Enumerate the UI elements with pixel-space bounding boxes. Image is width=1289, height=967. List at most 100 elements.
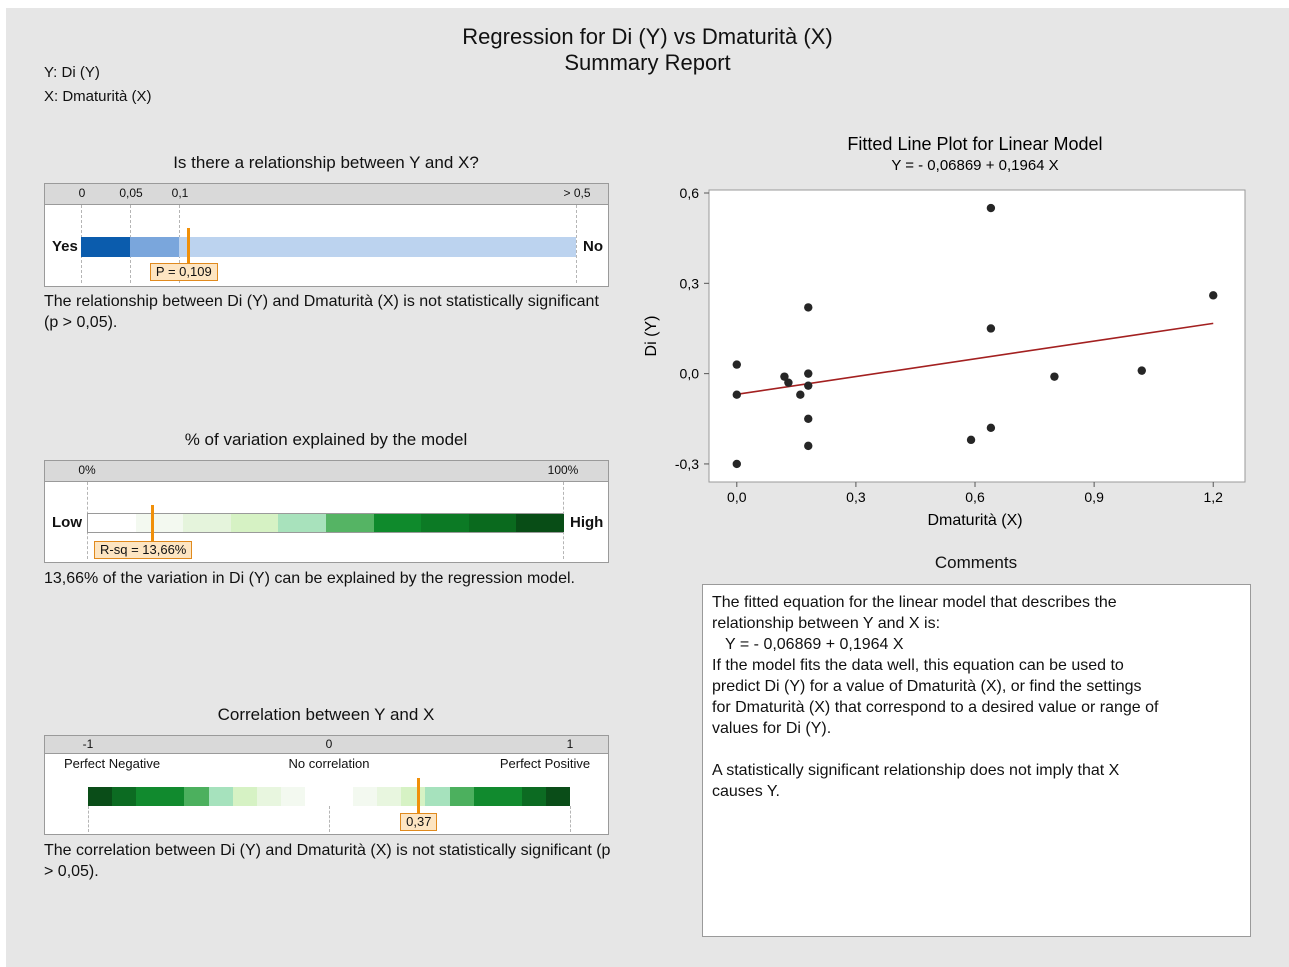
p-yes-label: Yes xyxy=(52,238,78,255)
data-point xyxy=(804,369,813,378)
data-point xyxy=(804,381,813,390)
correlation-color-segment xyxy=(136,787,161,806)
correlation-color-segment xyxy=(497,787,523,806)
correlation-gradient-bar xyxy=(88,787,571,806)
correlation-color-segment xyxy=(184,787,209,806)
variation-title: % of variation explained by the model xyxy=(184,430,468,449)
x-tick-label: 0,3 xyxy=(846,489,866,505)
comment-line: relationship between Y and X is: xyxy=(712,615,941,632)
rsq-color-segment xyxy=(516,514,565,532)
correlation-color-segment xyxy=(329,787,354,806)
corr-gridline xyxy=(570,806,571,832)
corr-tick-neg1: -1 xyxy=(82,737,94,751)
correlation-callout: 0,37 xyxy=(400,813,438,831)
correlation-color-segment xyxy=(160,787,185,806)
correlation-color-segment xyxy=(449,787,475,806)
y-tick-label: 0,6 xyxy=(680,185,700,201)
data-point xyxy=(732,390,741,399)
relationship-text: The relationship between Di (Y) and Dmat… xyxy=(44,293,599,331)
relationship-title: Is there a relationship between Y and X? xyxy=(173,153,479,172)
rsq-tick-0: 0% xyxy=(78,463,96,477)
variation-text: 13,66% of the variation in Di (Y) can be… xyxy=(44,570,575,587)
comment-line: The fitted equation for the linear model… xyxy=(712,594,1117,611)
x-tick-label: 0,6 xyxy=(965,489,985,505)
correlation-color-segment xyxy=(256,787,282,806)
rsq-color-segment xyxy=(373,514,422,532)
x-variable-label: X: Dmaturità (X) xyxy=(44,88,152,105)
rsq-color-segment xyxy=(468,514,517,532)
plot-y-label: Di (Y) xyxy=(643,316,660,357)
rsq-color-segment xyxy=(230,514,279,532)
correlation-text: The correlation between Di (Y) and Dmatu… xyxy=(44,842,611,880)
comment-line: If the model fits the data well, this eq… xyxy=(712,657,1124,674)
comment-line xyxy=(712,739,1247,760)
p-value-scale-band xyxy=(45,184,608,205)
data-point xyxy=(732,360,741,369)
correlation-panel: -1 0 1 Perfect Negative No correlation P… xyxy=(44,735,609,835)
correlation-title: Correlation between Y and X xyxy=(217,705,435,724)
report-page: Regression for Di (Y) vs Dmaturità (X) S… xyxy=(6,8,1289,967)
rsq-callout: R-sq = 13,66% xyxy=(94,541,193,559)
p-value-panel: 0 0,05 0,1 > 0,5 Yes No P = 0,109 xyxy=(44,183,609,287)
comments-box: The fitted equation for the linear model… xyxy=(702,584,1251,937)
data-point xyxy=(986,203,996,213)
p-value-callout: P = 0,109 xyxy=(149,263,218,281)
correlation-color-segment xyxy=(401,787,426,806)
y-tick-label: 0,3 xyxy=(680,275,700,291)
comment-line: predict Di (Y) for a value of Dmaturità … xyxy=(712,678,1142,695)
rsq-gradient-bar xyxy=(87,513,565,533)
plot-equation: Y = - 0,06869 + 0,1964 X xyxy=(891,157,1058,174)
x-tick-label: 0,0 xyxy=(727,489,747,505)
corr-label-negative: Perfect Negative xyxy=(63,756,161,771)
correlation-color-segment xyxy=(88,787,113,806)
rsq-color-segment xyxy=(421,514,470,532)
p-tick-0: 0 xyxy=(78,186,86,200)
correlation-color-segment xyxy=(521,787,547,806)
fitted-regression-line xyxy=(736,322,1214,396)
rsq-marker xyxy=(151,505,155,543)
data-point xyxy=(966,435,976,445)
p-bar-borderline xyxy=(130,237,179,257)
plot-area xyxy=(708,189,1246,483)
rsq-panel: 0% 100% Low High R-sq = 13,66% xyxy=(44,460,609,563)
rsq-color-segment xyxy=(278,514,327,532)
correlation-color-segment xyxy=(377,787,402,806)
fitted-line-plot: Fitted Line Plot for Linear Model Y = - … xyxy=(643,134,1246,529)
p-no-label: No xyxy=(583,238,603,255)
p-value-marker xyxy=(186,228,190,267)
p-gridline xyxy=(576,205,577,283)
x-tick-label: 1,2 xyxy=(1204,489,1224,505)
correlation-scale-band xyxy=(45,736,608,754)
corr-tick-0: 0 xyxy=(325,737,333,751)
p-bar-not-significant xyxy=(179,237,576,257)
y-tick-label: -0,3 xyxy=(675,456,699,472)
corr-gridline xyxy=(88,806,89,832)
correlation-color-segment xyxy=(545,787,571,806)
p-tick-05: > 0,5 xyxy=(563,186,591,200)
rsq-color-segment xyxy=(326,514,375,532)
correlation-color-segment xyxy=(425,787,450,806)
data-point xyxy=(804,441,813,451)
correlation-color-segment xyxy=(208,787,234,806)
rsq-color-segment xyxy=(88,514,137,532)
corr-label-positive: Perfect Positive xyxy=(499,756,591,771)
p-tick-01: 0,1 xyxy=(171,186,189,200)
plot-title: Fitted Line Plot for Linear Model xyxy=(847,134,1102,154)
correlation-color-segment xyxy=(353,787,378,806)
comment-line: for Dmaturità (X) that correspond to a d… xyxy=(712,699,1159,716)
data-point xyxy=(1050,372,1059,381)
comments-text: The fitted equation for the linear model… xyxy=(712,592,1247,802)
y-variable-label: Y: Di (Y) xyxy=(44,64,100,81)
correlation-color-segment xyxy=(280,787,306,806)
corr-tick-1: 1 xyxy=(566,737,574,751)
correlation-marker xyxy=(417,778,421,815)
correlation-color-segment xyxy=(232,787,258,806)
data-point xyxy=(780,372,789,381)
p-tick-005: 0,05 xyxy=(119,186,143,200)
x-tick-label: 0,9 xyxy=(1084,489,1104,505)
rsq-low-label: Low xyxy=(52,514,82,531)
comment-line: causes Y. xyxy=(712,783,780,800)
correlation-color-segment xyxy=(473,787,499,806)
correlation-color-segment xyxy=(112,787,137,806)
comments-title: Comments xyxy=(934,553,1018,572)
